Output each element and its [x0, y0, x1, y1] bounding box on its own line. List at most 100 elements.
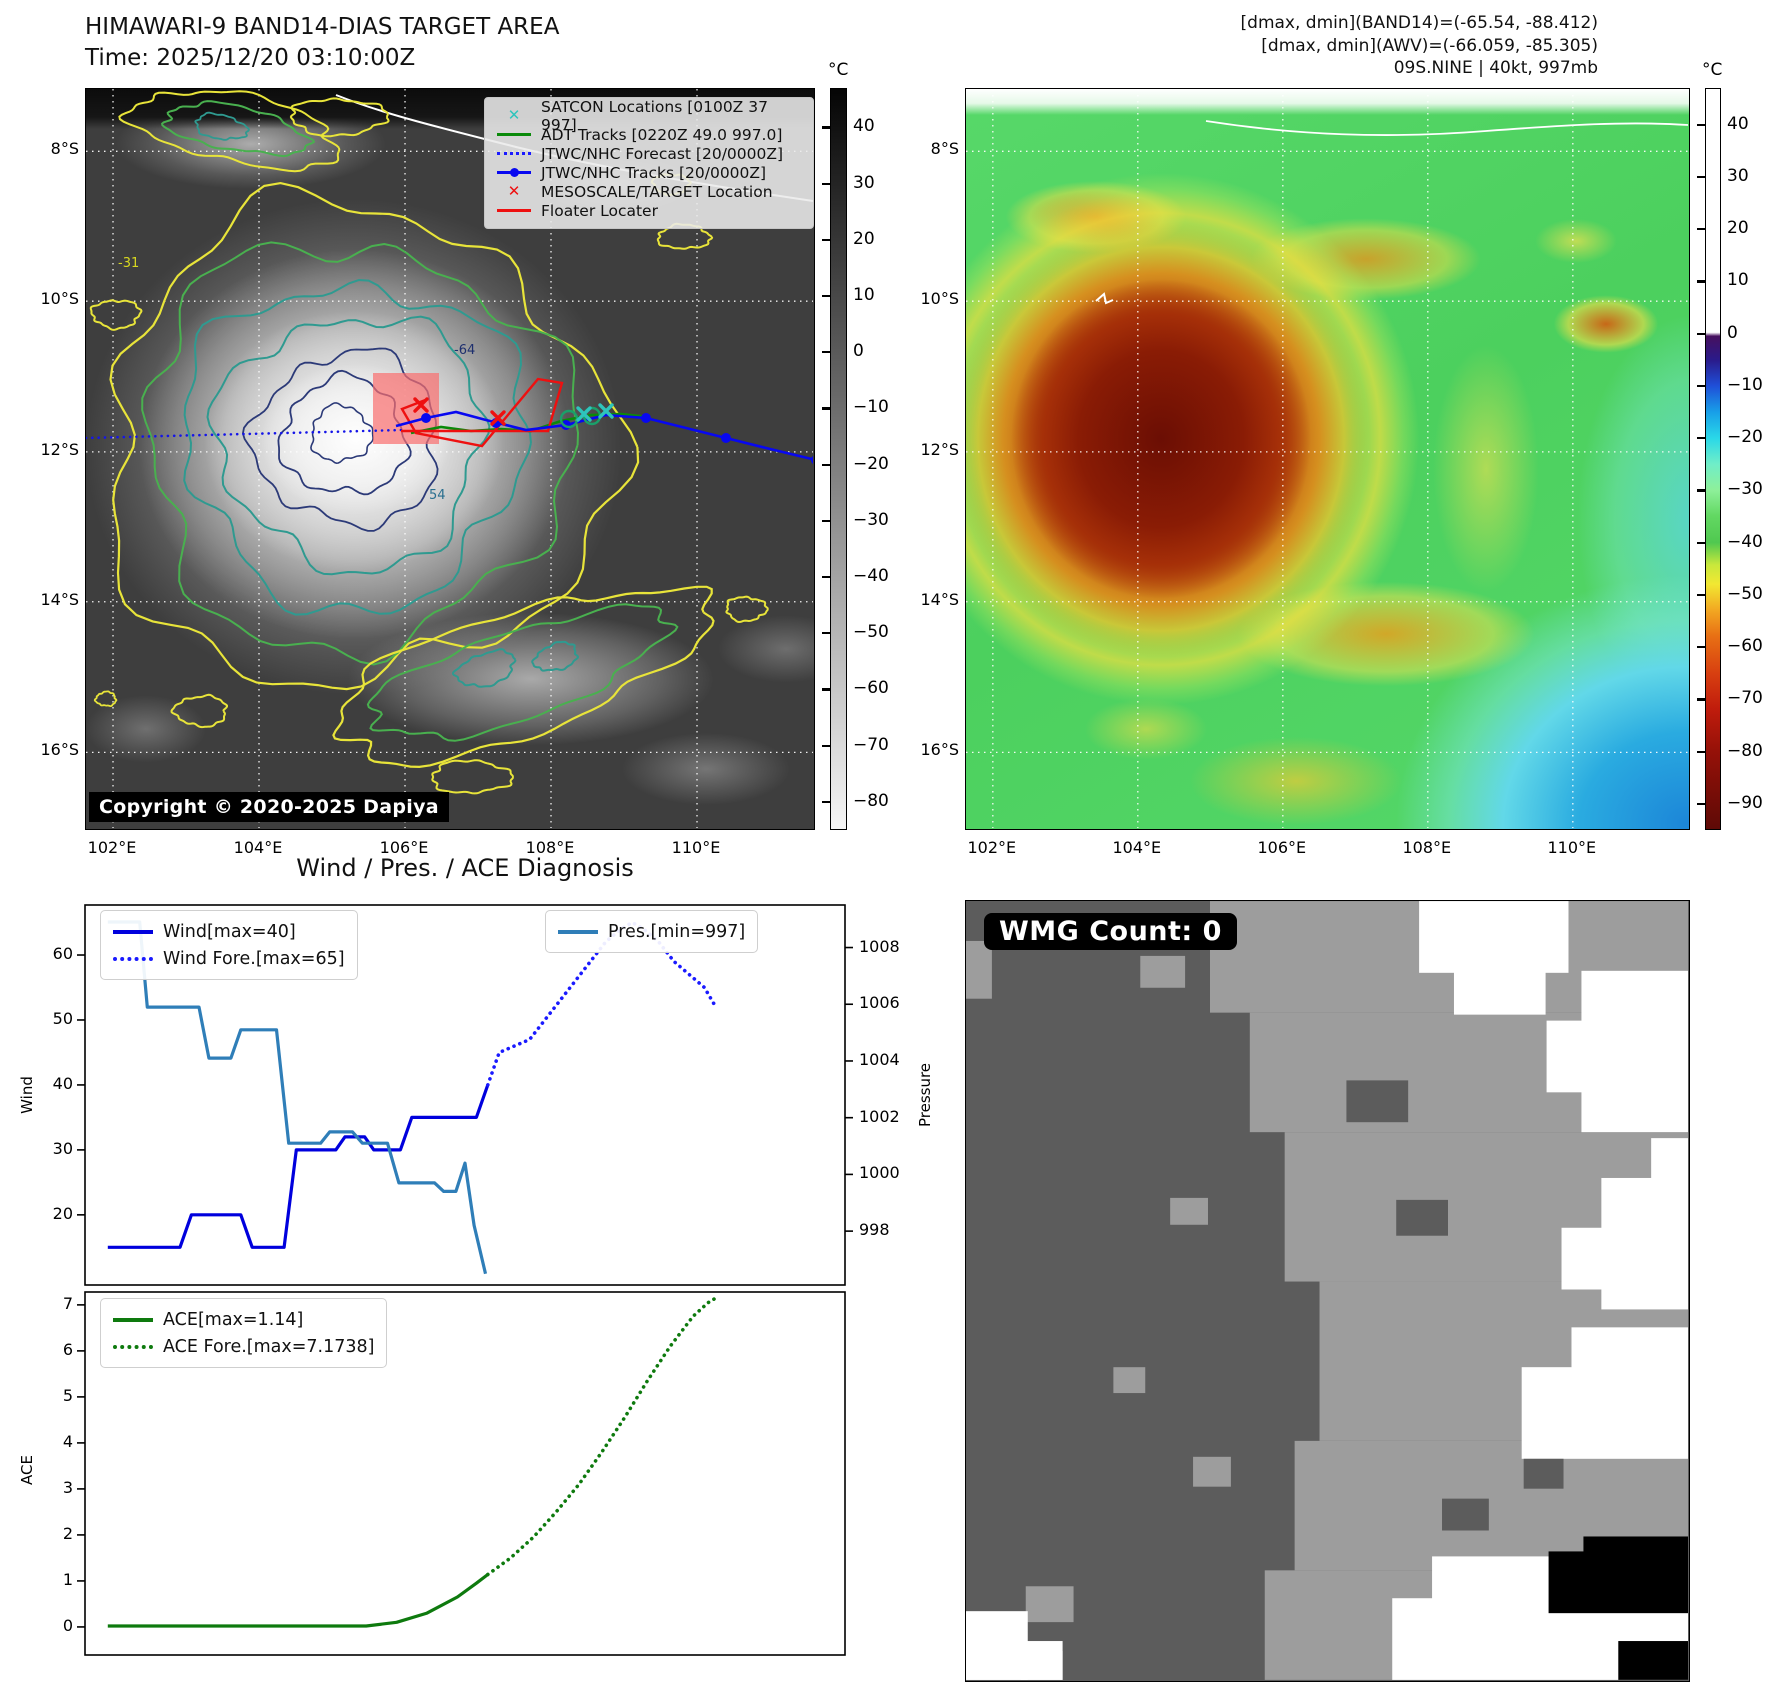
series-solid — [107, 1084, 490, 1249]
band14-satellite-map: -64 54 -31 ✕ SATCON Locations [0100Z 37 997… — [85, 88, 815, 830]
awv-colorbar-tick-label: 30 — [1727, 165, 1749, 186]
band14-colorbar-tick-label: −70 — [853, 734, 889, 755]
contour-value-label: -64 — [454, 343, 475, 358]
awv-colorbar-tick-label: −50 — [1727, 583, 1763, 604]
dotted-line-icon — [113, 1344, 153, 1349]
legend-item-label: Floater Locater — [541, 201, 658, 220]
band14-colorbar — [830, 88, 847, 830]
legend-item: ACE Fore.[max=7.1738] — [113, 1333, 374, 1360]
lat-tick-label: 12°S — [920, 439, 959, 459]
band14-colorbar-tick — [822, 407, 830, 410]
awv-top-white-band — [966, 89, 1689, 115]
ir-contour — [431, 759, 515, 795]
ir-contour — [118, 90, 341, 173]
ir-contour — [332, 585, 715, 769]
band14-colorbar-tick — [822, 632, 830, 635]
ir-contour — [89, 299, 143, 331]
fix-marker — [1095, 292, 1114, 305]
lat-tick-label: 12°S — [40, 439, 79, 459]
annotation-awv: [dmax, dmin](AWV)=(-66.059, -85.305) — [1261, 35, 1598, 56]
band14-colorbar-unit: °C — [828, 60, 849, 80]
band14-colorbar-tick-label: 30 — [853, 172, 875, 193]
awv-colorbar-tick-label: −40 — [1727, 531, 1763, 552]
legend-item: ADT Tracks [0220Z 49.0 997.0] — [495, 125, 803, 144]
band14-colorbar-tick-label: −20 — [853, 453, 889, 474]
band14-colorbar-tick-label: −60 — [853, 678, 889, 699]
awv-colorbar-tick — [1697, 489, 1705, 492]
y-tick-label: 1004 — [859, 1049, 900, 1069]
awv-colorbar-tick — [1697, 541, 1705, 544]
lon-tick-label: 108°E — [1402, 838, 1452, 857]
legend-item: Pres.[min=997] — [558, 918, 745, 945]
jtwc-track-point — [421, 413, 431, 423]
awv-overlay — [966, 89, 1688, 828]
awv-colorbar-tick-label: −90 — [1727, 792, 1763, 813]
floater-line-icon — [495, 209, 533, 212]
awv-colorbar-tick-label: −80 — [1727, 740, 1763, 761]
awv-colorbar-tick-label: −60 — [1727, 636, 1763, 657]
satcon-x-marker — [598, 403, 614, 419]
ace-legend: ACE[max=1.14] ACE Fore.[max=7.1738] — [100, 1298, 388, 1368]
awv-colorbar-tick-label: 0 — [1727, 322, 1738, 343]
band14-colorbar-tick — [822, 744, 830, 747]
lat-tick-label: 16°S — [920, 740, 959, 760]
y-tick-label: 1 — [62, 1569, 73, 1589]
plot-border — [84, 904, 846, 1286]
y-tick-label: 5 — [62, 1385, 73, 1405]
ir-contour — [183, 278, 532, 616]
copyright-banner: Copyright © 2020-2025 Dapiya — [89, 792, 449, 822]
awv-colorbar-tick — [1697, 228, 1705, 231]
y-tick-label: 1000 — [859, 1163, 900, 1183]
series-solid — [107, 920, 488, 1275]
awv-colorbar-tick-label: −70 — [1727, 688, 1763, 709]
band14-colorbar-tick — [822, 294, 830, 298]
legend-item-label: ADT Tracks [0220Z 49.0 997.0] — [541, 125, 783, 144]
jtwc-track-point — [811, 456, 813, 464]
band14-colorbar-tick-label: −10 — [853, 397, 889, 418]
y-tick-label: 1006 — [859, 993, 900, 1013]
solid-line-icon — [113, 1317, 153, 1322]
awv-colorbar-tick — [1697, 384, 1705, 388]
contour-value-label: -31 — [118, 256, 139, 271]
awv-colorbar-tick — [1697, 802, 1705, 806]
series-dotted — [485, 1295, 720, 1577]
band14-colorbar-tick-label: −30 — [853, 509, 889, 530]
awv-colorbar-tick-label: 10 — [1727, 270, 1749, 291]
lat-tick-label: 14°S — [920, 589, 959, 609]
band14-colorbar-tick — [822, 688, 830, 691]
band14-colorbar-tick — [822, 238, 830, 241]
timestamp: Time: 2025/12/20 03:10:00Z — [85, 45, 416, 71]
ir-contour — [170, 693, 228, 729]
pressure-axis-label: Pressure — [916, 1062, 934, 1128]
ir-contour — [725, 595, 769, 624]
y-tick-label: 3 — [62, 1477, 73, 1497]
ir-contour — [109, 181, 640, 691]
wmg-black-regions — [1548, 1536, 1688, 1680]
band14-colorbar-tick — [822, 351, 830, 354]
annotation-storm-status: 09S.NINE | 40kt, 997mb — [1393, 58, 1598, 78]
band14-colorbar-tick-label: 0 — [853, 341, 864, 362]
band14-colorbar-tick-label: 40 — [853, 116, 875, 137]
y-tick-label: 1002 — [859, 1106, 900, 1126]
awv-colorbar-tick — [1697, 175, 1705, 179]
gridlines — [966, 89, 1688, 828]
ir-contour — [161, 100, 316, 158]
track-line-dot-icon — [495, 168, 533, 177]
lon-tick-label: 102°E — [87, 838, 137, 857]
band14-colorbar-tick-label: 10 — [853, 284, 875, 305]
satcon-x-marker — [576, 406, 592, 422]
coastline — [1205, 120, 1688, 136]
y-tick-label: 4 — [62, 1431, 73, 1451]
series-solid — [107, 1573, 489, 1628]
awv-colorbar-tick-label: 20 — [1727, 218, 1749, 239]
y-tick-label: 50 — [52, 1008, 73, 1028]
legend-item: ACE[max=1.14] — [113, 1306, 374, 1333]
wmg-dark-islands — [1346, 1080, 1564, 1531]
awv-colorbar-tick-label: −10 — [1727, 374, 1763, 395]
legend-item-label: ACE[max=1.14] — [163, 1309, 304, 1330]
wmg-count-badge: WMG Count: 0 — [984, 913, 1237, 950]
wmg-panel: WMG Count: 0 — [965, 900, 1690, 1682]
awv-colorbar-tick — [1697, 646, 1705, 649]
legend-item-label: JTWC/NHC Tracks [20/0000Z] — [541, 163, 767, 182]
